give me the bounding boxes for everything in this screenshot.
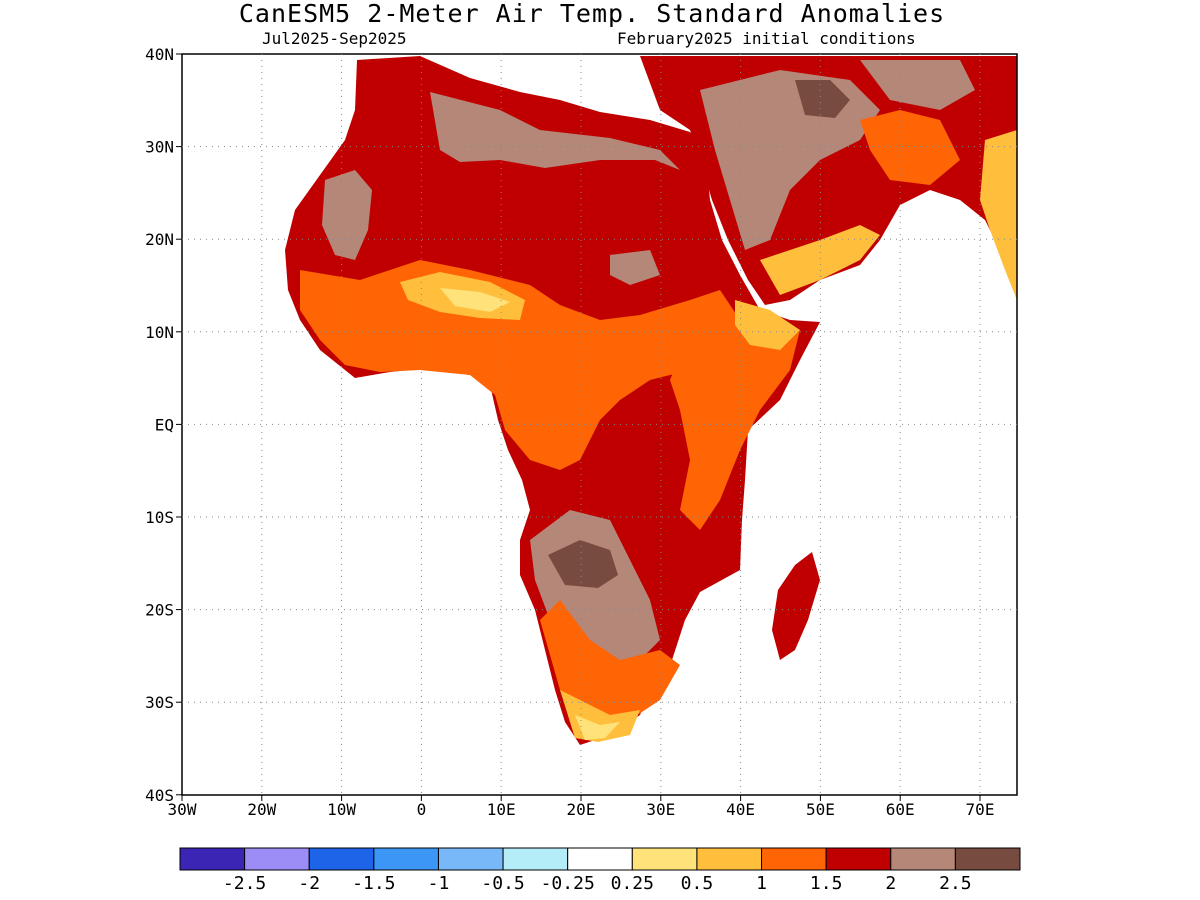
- colorbar-swatch: [373, 847, 439, 871]
- lat-label: 10S: [145, 508, 174, 527]
- lon-label: 20W: [247, 800, 276, 819]
- lat-label: 20S: [145, 601, 174, 620]
- zone-1-arabia-coast: [760, 225, 880, 295]
- zone-2-west-sahara: [322, 170, 372, 260]
- zone-0p5-sahel: [440, 288, 510, 312]
- colorbar-label: -1: [428, 873, 450, 894]
- colorbar-swatch: [954, 847, 1021, 871]
- zone-2p5-iran: [795, 80, 850, 118]
- lon-label: 70E: [966, 800, 995, 819]
- colorbar-labels: -2.5 -2 -1.5 -1 -0.5 -0.25 0.25 0.5 1 1.5 2 2.5: [223, 873, 972, 894]
- colorbar-swatch: [890, 847, 956, 871]
- zone-0p5-south: [575, 715, 620, 740]
- zone-1-horn: [735, 300, 800, 350]
- colorbar-swatch: [437, 847, 504, 871]
- colorbar-swatch: [825, 847, 892, 871]
- lon-label: 50E: [806, 800, 835, 819]
- zone-1p5-east: [670, 315, 800, 530]
- colorbar: [179, 847, 1021, 871]
- latitude-labels: 40N 30N 20N 10N EQ 10S 20S 30S 40S: [145, 45, 182, 805]
- colorbar-swatch: [308, 847, 375, 871]
- zone-1p5-sahel: [300, 260, 740, 470]
- colorbar-label: 0.5: [681, 873, 714, 894]
- zone-2p5-angola: [548, 540, 618, 588]
- lon-label: 20E: [567, 800, 596, 819]
- zone-1p5-arabia-east: [860, 110, 960, 185]
- lat-label: 20N: [145, 230, 174, 249]
- india-landmass: [980, 130, 1017, 300]
- colorbar-swatch: [179, 847, 246, 871]
- colorbar-label: 2: [885, 873, 896, 894]
- colorbar-swatch: [244, 847, 310, 871]
- colorbar-label: 0.25: [611, 873, 654, 894]
- anomaly-field: [285, 56, 1017, 745]
- colorbar-swatch: [696, 847, 763, 871]
- colorbar-swatch: [631, 847, 698, 871]
- colorbar-label: -1.5: [352, 873, 395, 894]
- lon-label: 0: [417, 800, 427, 819]
- colorbar-swatch: [502, 847, 569, 871]
- lon-label: 10W: [327, 800, 356, 819]
- colorbar-label: 1.5: [810, 873, 843, 894]
- lon-label: 30E: [646, 800, 675, 819]
- zone-1-south: [560, 690, 640, 742]
- madagascar-landmass: [772, 552, 820, 660]
- longitude-labels: 30W 20W 10W 0 10E 20E 30E 40E 50E 60E 70E: [168, 795, 995, 819]
- initial-conditions: February2025 initial conditions: [617, 29, 916, 48]
- lat-label: 30S: [145, 693, 174, 712]
- colorbar-label: -2.5: [223, 873, 266, 894]
- colorbar-label: -0.5: [481, 873, 524, 894]
- lat-label: 30N: [145, 138, 174, 157]
- forecast-period: Jul2025-Sep2025: [262, 29, 407, 48]
- colorbar-label: -0.25: [541, 873, 595, 894]
- colorbar-swatch: [761, 847, 827, 871]
- colorbar-label: 2.5: [939, 873, 972, 894]
- lat-label: 10N: [145, 323, 174, 342]
- colorbar-swatch: [567, 847, 633, 871]
- zone-2-iran: [860, 60, 975, 110]
- lon-label: 30W: [168, 800, 197, 819]
- colorbar-label: -2: [298, 873, 320, 894]
- lon-label: 10E: [487, 800, 516, 819]
- lat-label: 40S: [145, 786, 174, 805]
- lon-label: 40E: [726, 800, 755, 819]
- zone-2-central: [610, 250, 660, 285]
- zone-2-sahara-north: [430, 92, 680, 170]
- lon-label: 60E: [886, 800, 915, 819]
- map-title: CanESM5 2-Meter Air Temp. Standard Anoma…: [238, 0, 946, 28]
- lat-label: EQ: [155, 415, 174, 434]
- colorbar-label: 1: [756, 873, 767, 894]
- lat-label: 40N: [145, 45, 174, 64]
